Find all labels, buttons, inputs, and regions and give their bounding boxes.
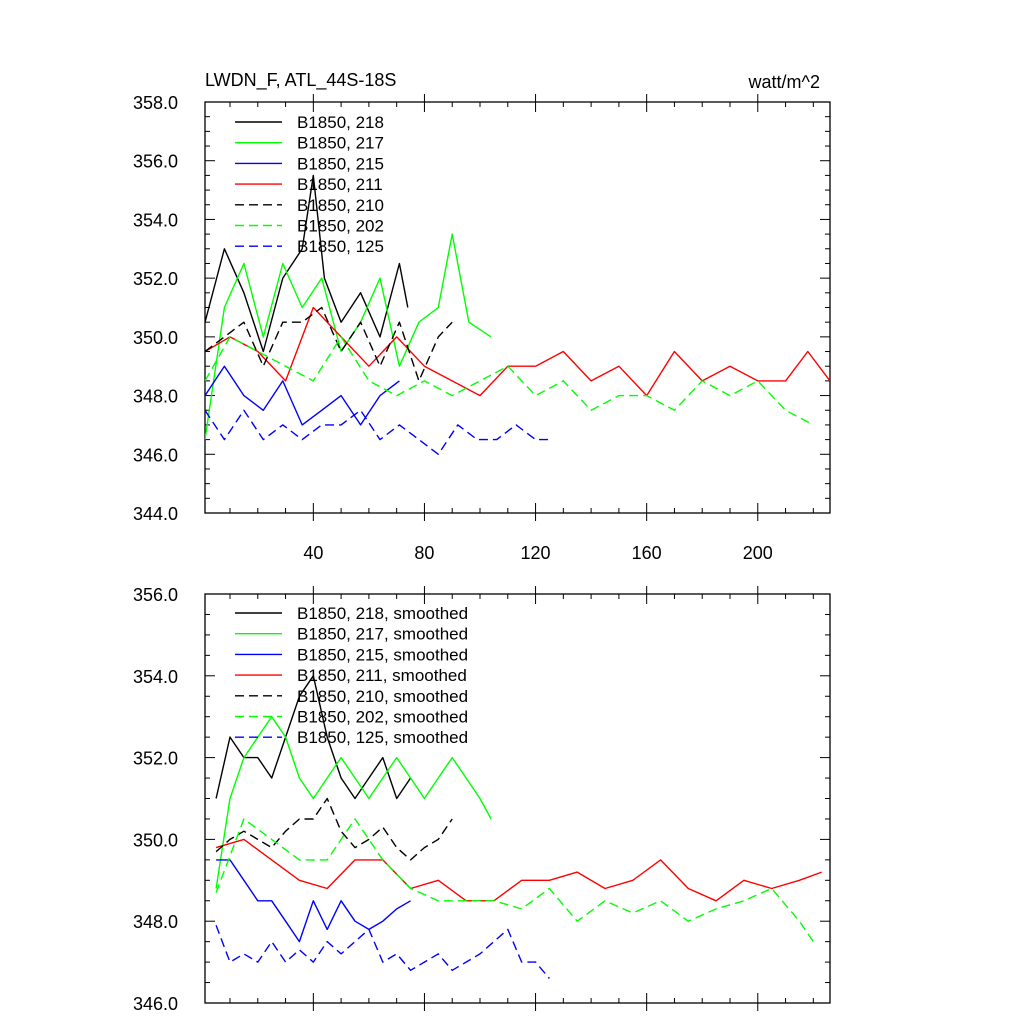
top-xtick-label: 160 bbox=[632, 543, 662, 563]
bottom-series-line-1 bbox=[215, 716, 492, 889]
top-series-line-0 bbox=[205, 174, 409, 353]
bottom-legend-label-5: B1850, 202, smoothed bbox=[297, 708, 468, 727]
bottom-ytick-label: 354.0 bbox=[133, 667, 178, 687]
top-legend-label-6: B1850, 125 bbox=[297, 237, 384, 256]
top-xtick-label: 40 bbox=[303, 543, 323, 563]
bottom-panel: 346.0 348.0 350.0 352.0 354.0 356.0 B1850, 218… bbox=[133, 585, 831, 1014]
top-series-line-1 bbox=[205, 233, 492, 440]
bottom-ytick-label: 356.0 bbox=[133, 585, 178, 605]
bottom-ytick-label: 352.0 bbox=[133, 749, 178, 769]
top-ytick-label: 350.0 bbox=[133, 328, 178, 348]
top-series-line-3 bbox=[205, 306, 830, 397]
top-xtick-label: 80 bbox=[414, 543, 434, 563]
top-units-label: watt/m^2 bbox=[748, 72, 820, 92]
bottom-ytick-label: 348.0 bbox=[133, 912, 178, 932]
top-xtick-label: 120 bbox=[521, 543, 551, 563]
top-panel: 344.0 346.0 348.0 350.0 352.0 354.0 356.0 358.0… bbox=[133, 70, 831, 563]
bottom-series-line-2 bbox=[216, 859, 411, 943]
top-series-line-6 bbox=[205, 409, 550, 455]
bottom-legend-label-6: B1850, 125, smoothed bbox=[297, 728, 468, 747]
top-ytick-label: 356.0 bbox=[133, 152, 178, 172]
top-legend-label-1: B1850, 217 bbox=[297, 134, 384, 153]
top-xtick-label: 200 bbox=[743, 543, 773, 563]
bottom-series-line-4 bbox=[215, 797, 453, 861]
bottom-series-line-6 bbox=[215, 925, 550, 979]
bottom-ytick-label: 346.0 bbox=[133, 994, 178, 1014]
bottom-series-group bbox=[215, 675, 822, 979]
bottom-series-line-0 bbox=[215, 675, 412, 800]
bottom-series-line-5 bbox=[215, 818, 814, 942]
top-legend-label-2: B1850, 215 bbox=[297, 154, 384, 173]
bottom-ytick-label: 350.0 bbox=[133, 830, 178, 850]
top-series-group bbox=[205, 174, 830, 455]
top-series-line-5 bbox=[205, 336, 814, 426]
bottom-legend-label-0: B1850, 218, smoothed bbox=[297, 604, 468, 623]
bottom-legend-label-4: B1850, 210, smoothed bbox=[297, 687, 468, 706]
top-ytick-label: 346.0 bbox=[133, 445, 178, 465]
top-ytick-label: 352.0 bbox=[133, 269, 178, 289]
top-legend-label-5: B1850, 202 bbox=[297, 217, 384, 236]
top-series-line-4 bbox=[205, 306, 453, 382]
top-ytick-label: 354.0 bbox=[133, 210, 178, 230]
top-ytick-label: 358.0 bbox=[133, 93, 178, 113]
bottom-legend-label-1: B1850, 217, smoothed bbox=[297, 625, 468, 644]
top-legend-label-3: B1850, 211 bbox=[297, 175, 383, 194]
bottom-legend-label-3: B1850, 211, smoothed bbox=[297, 666, 467, 685]
top-legend-label-0: B1850, 218 bbox=[297, 113, 384, 132]
bottom-series-line-3 bbox=[215, 838, 822, 902]
bottom-legend-label-2: B1850, 215, smoothed bbox=[297, 645, 468, 664]
top-series-line-2 bbox=[205, 365, 400, 426]
top-legend-label-4: B1850, 210 bbox=[297, 196, 384, 215]
top-chart-title: LWDN_F, ATL_44S-18S bbox=[205, 70, 396, 91]
top-ytick-label: 348.0 bbox=[133, 387, 178, 407]
top-ytick-label: 344.0 bbox=[133, 504, 178, 524]
